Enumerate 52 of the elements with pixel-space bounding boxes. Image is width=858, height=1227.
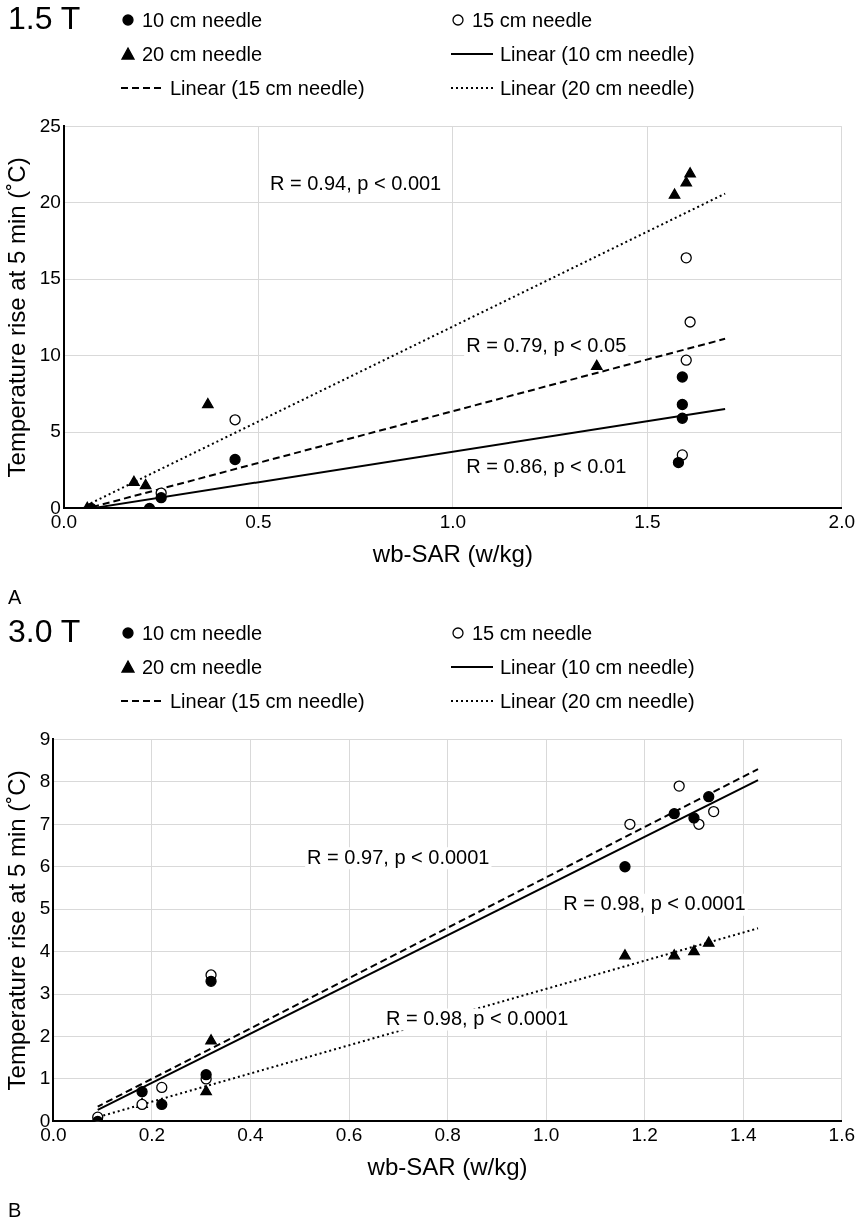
y-tick-label: 25 [39, 114, 61, 136]
chart-title: 1.5 T [8, 0, 81, 37]
legend-label: Linear (10 cm needle) [500, 42, 695, 66]
legend-label: Linear (15 cm needle) [170, 76, 365, 100]
x-tick-label: 1.5 [634, 511, 661, 533]
y-tick-label: 6 [39, 854, 51, 876]
x-tick-label: 2.0 [828, 511, 855, 533]
legend-label: Linear (20 cm needle) [500, 689, 695, 713]
y-tick-label: 15 [39, 267, 61, 289]
y-tick-label: 2 [39, 1024, 51, 1046]
chart-title: 3.0 T [8, 613, 81, 650]
y-axis-title: Temperature rise at 5 min (˚C) [3, 770, 31, 1091]
text: A [8, 586, 22, 609]
legend-label: 15 cm needle [472, 8, 593, 32]
x-tick-label: 1.0 [532, 1124, 560, 1146]
y-tick-label: 4 [39, 939, 51, 961]
x-tick-label: 0.8 [434, 1124, 461, 1146]
y-tick-label: 7 [39, 812, 51, 834]
annotation: R = 0.86, p < 0.01 [466, 454, 627, 477]
y-tick-label: 8 [39, 770, 51, 792]
x-axis-title: wb-SAR (w/kg) [366, 1153, 528, 1181]
text: B [8, 1199, 22, 1222]
annotation: R = 0.97, p < 0.0001 [307, 845, 490, 868]
y-tick-label: 3 [39, 982, 51, 1004]
annotation: R = 0.98, p < 0.0001 [563, 892, 746, 915]
x-tick-label: 0.2 [138, 1124, 166, 1146]
x-axis-title: wb-SAR (w/kg) [371, 540, 533, 568]
y-tick-label: 5 [39, 897, 51, 919]
x-tick-label: 0.5 [245, 511, 272, 533]
legend-label: 20 cm needle [142, 655, 263, 679]
y-axis-title: Temperature rise at 5 min (˚C) [3, 157, 31, 478]
annotation: R = 0.98, p < 0.0001 [385, 1006, 569, 1029]
x-tick-label: 1.0 [439, 511, 467, 533]
x-tick-label: 0.4 [237, 1124, 265, 1146]
legend-label: 15 cm needle [472, 621, 593, 645]
legend-label: Linear (15 cm needle) [170, 689, 365, 713]
annotation: R = 0.79, p < 0.05 [466, 333, 627, 356]
annotation: R = 0.94, p < 0.001 [270, 171, 442, 194]
legend-label: Linear (10 cm needle) [500, 655, 695, 679]
y-tick-label: 20 [39, 191, 61, 213]
legend-label: 10 cm needle [142, 621, 263, 645]
x-tick-label: 1.4 [730, 1124, 757, 1146]
x-tick-label: 0.6 [335, 1124, 363, 1146]
y-tick-label: 5 [50, 420, 61, 442]
x-tick-label: 1.6 [828, 1124, 855, 1146]
y-tick-label: 10 [39, 343, 61, 365]
legend-label: Linear (20 cm needle) [500, 76, 695, 100]
y-tick-label: 1 [39, 1067, 51, 1089]
legend-label: 20 cm needle [142, 42, 263, 66]
x-tick-label: 1.2 [631, 1124, 658, 1146]
legend-label: 10 cm needle [142, 8, 263, 32]
y-tick-label: 9 [39, 727, 51, 749]
